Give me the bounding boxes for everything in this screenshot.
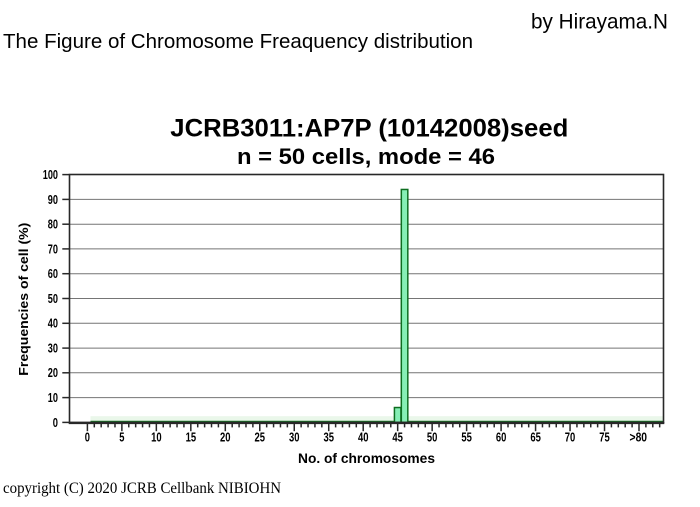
svg-text:40: 40: [48, 317, 58, 331]
svg-text:60: 60: [496, 430, 507, 444]
svg-text:15: 15: [186, 430, 197, 444]
svg-text:40: 40: [358, 430, 369, 444]
svg-text:65: 65: [530, 430, 541, 444]
svg-text:n = 50 cells, mode = 46: n = 50 cells, mode = 46: [237, 144, 495, 169]
svg-text:70: 70: [48, 242, 58, 256]
svg-text:50: 50: [427, 430, 438, 444]
svg-text:45: 45: [392, 430, 403, 444]
svg-text:80: 80: [48, 218, 58, 232]
svg-text:No. of chromosomes: No. of chromosomes: [298, 450, 435, 466]
svg-text:70: 70: [565, 430, 576, 444]
svg-text:The Figure of Chromosome Freaq: The Figure of Chromosome Freaquency dist…: [3, 30, 473, 53]
svg-text:JCRB3011:AP7P (10142008)seed: JCRB3011:AP7P (10142008)seed: [170, 115, 568, 142]
svg-text:30: 30: [289, 430, 300, 444]
svg-text:by Hirayama.N: by Hirayama.N: [531, 11, 668, 34]
svg-text:100: 100: [43, 168, 58, 182]
svg-text:55: 55: [461, 430, 472, 444]
svg-text:20: 20: [48, 366, 58, 380]
svg-text:30: 30: [48, 342, 58, 356]
svg-text:Frequencies of cell (%): Frequencies of cell (%): [16, 223, 31, 376]
svg-text:>80: >80: [630, 430, 648, 444]
svg-text:5: 5: [119, 430, 124, 444]
svg-text:10: 10: [151, 430, 162, 444]
svg-text:25: 25: [255, 430, 266, 444]
svg-text:35: 35: [323, 430, 334, 444]
svg-text:50: 50: [48, 292, 58, 306]
svg-text:20: 20: [220, 430, 231, 444]
svg-text:0: 0: [53, 416, 58, 430]
svg-text:copyright (C) 2020 JCRB Cellba: copyright (C) 2020 JCRB Cellbank NIBIOHN: [3, 480, 281, 497]
svg-text:10: 10: [48, 391, 58, 405]
svg-text:60: 60: [48, 267, 58, 281]
svg-text:75: 75: [599, 430, 610, 444]
svg-text:0: 0: [85, 430, 90, 444]
svg-text:90: 90: [48, 193, 58, 207]
